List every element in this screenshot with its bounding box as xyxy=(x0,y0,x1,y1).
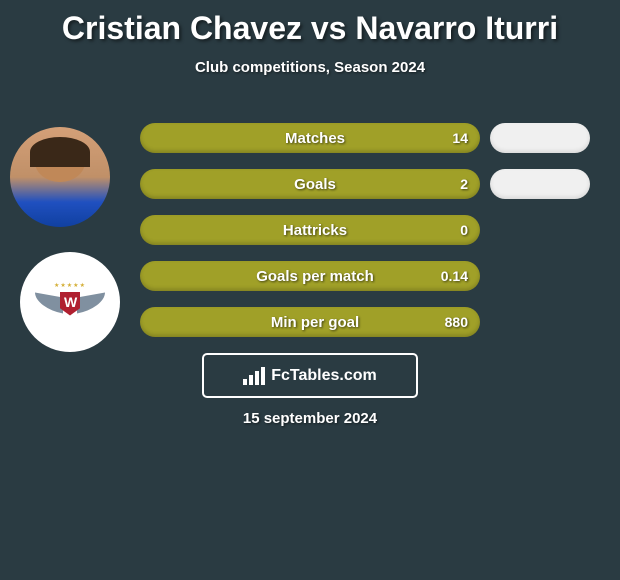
stat-value: 0 xyxy=(460,222,468,238)
subtitle: Club competitions, Season 2024 xyxy=(0,59,620,76)
date: 15 september 2024 xyxy=(0,410,620,427)
stat-row: Goals per match 0.14 xyxy=(140,261,480,291)
stat-label: Goals per match xyxy=(145,268,485,285)
stat-value: 2 xyxy=(460,176,468,192)
fctables-label: FcTables.com xyxy=(271,367,377,385)
chart-icon xyxy=(243,367,265,385)
stat-row: Min per goal 880 xyxy=(140,307,480,337)
stat-row: Goals 2 xyxy=(140,169,480,199)
player2-pills xyxy=(490,123,590,215)
stat-value: 14 xyxy=(452,130,468,146)
fctables-branding: FcTables.com xyxy=(202,353,418,398)
stat-row: Hattricks 0 xyxy=(140,215,480,245)
stat-label: Hattricks xyxy=(145,222,485,239)
stat-label: Goals xyxy=(145,176,485,193)
stat-value: 0.14 xyxy=(441,268,468,284)
player1-avatar xyxy=(10,127,110,227)
stat-row: Matches 14 xyxy=(140,123,480,153)
stat-label: Min per goal xyxy=(145,314,485,331)
stat-pill xyxy=(490,123,590,153)
stat-value: 880 xyxy=(445,314,468,330)
stats-bars: Matches 14 Goals 2 Hattricks 0 Goals per… xyxy=(140,123,480,353)
stat-label: Matches xyxy=(145,130,485,147)
stat-pill xyxy=(490,169,590,199)
team-badge: ★★★★★ W xyxy=(20,252,120,352)
page-title: Cristian Chavez vs Navarro Iturri xyxy=(0,0,620,47)
